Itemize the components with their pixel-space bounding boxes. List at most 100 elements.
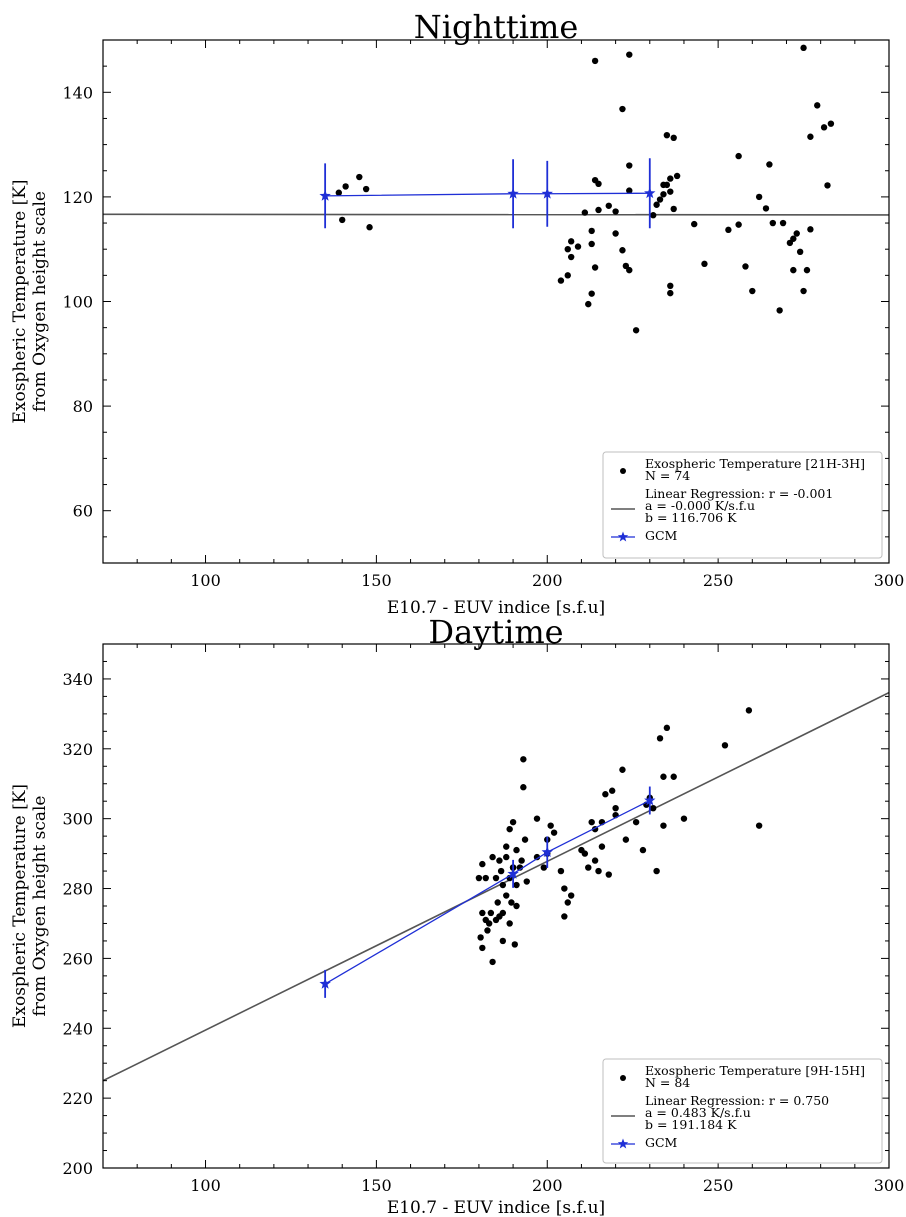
data-point bbox=[608, 787, 616, 794]
y-tick-label: 320 bbox=[62, 740, 93, 759]
data-point bbox=[533, 853, 541, 861]
data-point bbox=[691, 220, 698, 228]
data-point bbox=[639, 846, 647, 854]
data-point bbox=[663, 724, 671, 732]
legend: Exospheric Temperature [9H-15H]N = 84 Lin… bbox=[602, 1058, 883, 1164]
legend-box bbox=[602, 1058, 883, 1164]
data-point bbox=[650, 212, 657, 219]
y-axis-label-line: from Oxygen height scale bbox=[30, 191, 50, 412]
data-point bbox=[564, 246, 571, 253]
data-point bbox=[824, 182, 831, 189]
data-point bbox=[745, 707, 753, 714]
data-point bbox=[595, 867, 602, 875]
data-point bbox=[564, 899, 571, 906]
legend-label: b = 116.706 K bbox=[645, 510, 737, 525]
data-point bbox=[725, 226, 732, 234]
data-point bbox=[564, 272, 571, 279]
data-point bbox=[342, 183, 349, 190]
data-point bbox=[680, 815, 688, 822]
legend-label: a = -0.000 K/s.f.u bbox=[645, 498, 755, 513]
data-point bbox=[482, 874, 489, 882]
data-point bbox=[663, 181, 671, 189]
data-point bbox=[588, 227, 595, 235]
data-point bbox=[591, 857, 599, 864]
data-point bbox=[800, 287, 807, 295]
data-point bbox=[820, 124, 828, 131]
data-point bbox=[581, 209, 589, 216]
gcm-line bbox=[325, 192, 650, 197]
data-point bbox=[673, 172, 681, 180]
data-point bbox=[513, 881, 520, 889]
y-tick-label: 200 bbox=[62, 1159, 93, 1178]
data-point bbox=[356, 173, 363, 181]
data-point bbox=[489, 958, 496, 966]
data-point bbox=[479, 909, 486, 917]
gcm-point bbox=[644, 187, 656, 199]
data-point bbox=[667, 188, 674, 195]
data-point bbox=[612, 230, 619, 237]
data-point bbox=[612, 208, 619, 215]
x-tick-label: 250 bbox=[703, 571, 734, 590]
data-point bbox=[755, 822, 763, 829]
gcm-point bbox=[319, 189, 331, 201]
legend-label: b = 191.184 K bbox=[645, 1117, 737, 1132]
data-point bbox=[588, 240, 595, 248]
data-point bbox=[503, 892, 510, 899]
legend-marker-gcm bbox=[617, 531, 629, 542]
data-point bbox=[511, 941, 518, 948]
data-point bbox=[595, 180, 602, 188]
data-point bbox=[605, 871, 612, 878]
x-tick-label: 300 bbox=[874, 1176, 905, 1195]
data-point bbox=[496, 857, 503, 864]
data-point bbox=[755, 193, 763, 201]
x-tick-label: 300 bbox=[874, 571, 905, 590]
data-point bbox=[487, 909, 495, 917]
data-point bbox=[366, 224, 373, 231]
legend-label: Exospheric Temperature [9H-15H] bbox=[645, 1063, 865, 1078]
data-point bbox=[807, 133, 814, 140]
data-point bbox=[612, 804, 619, 812]
data-point bbox=[588, 818, 595, 826]
legend-box bbox=[602, 451, 883, 559]
y-axis-label: Exospheric Temperature [K]from Oxygen he… bbox=[10, 784, 50, 1028]
data-point bbox=[660, 191, 667, 198]
legend-label: GCM bbox=[645, 1135, 678, 1150]
data-point bbox=[626, 51, 633, 58]
data-point bbox=[701, 260, 708, 268]
data-point bbox=[796, 248, 804, 256]
y-tick-label: 120 bbox=[62, 188, 93, 207]
data-point bbox=[509, 818, 517, 826]
data-point bbox=[513, 846, 520, 854]
data-point bbox=[656, 735, 664, 742]
x-tick-label: 200 bbox=[532, 1176, 563, 1195]
data-point bbox=[588, 290, 595, 297]
data-point bbox=[567, 238, 575, 245]
y-tick-label: 100 bbox=[62, 293, 93, 312]
data-point bbox=[484, 927, 491, 934]
x-tick-label: 250 bbox=[703, 1176, 734, 1195]
data-point bbox=[626, 187, 633, 194]
gcm-point bbox=[507, 867, 519, 879]
chart-title: Daytime bbox=[428, 613, 563, 651]
data-point bbox=[598, 843, 606, 850]
data-point bbox=[632, 327, 640, 334]
x-tick-label: 100 bbox=[190, 571, 221, 590]
gcm-point bbox=[319, 977, 331, 989]
data-point bbox=[793, 230, 800, 237]
data-point bbox=[521, 836, 529, 843]
data-point bbox=[814, 102, 821, 109]
data-point bbox=[533, 815, 541, 822]
data-point bbox=[497, 867, 505, 875]
x-tick-label: 200 bbox=[532, 571, 563, 590]
legend-label: Linear Regression: r = 0.750 bbox=[645, 1093, 829, 1108]
y-tick-label: 280 bbox=[62, 880, 93, 899]
data-point bbox=[626, 266, 633, 274]
data-point bbox=[506, 825, 513, 833]
data-point bbox=[557, 277, 565, 284]
data-point bbox=[503, 853, 510, 861]
y-axis-label-line: from Oxygen height scale bbox=[30, 796, 50, 1017]
data-point bbox=[574, 243, 582, 250]
y-tick-label: 60 bbox=[73, 502, 93, 521]
data-point bbox=[735, 221, 742, 228]
y-tick-label: 220 bbox=[62, 1089, 93, 1108]
